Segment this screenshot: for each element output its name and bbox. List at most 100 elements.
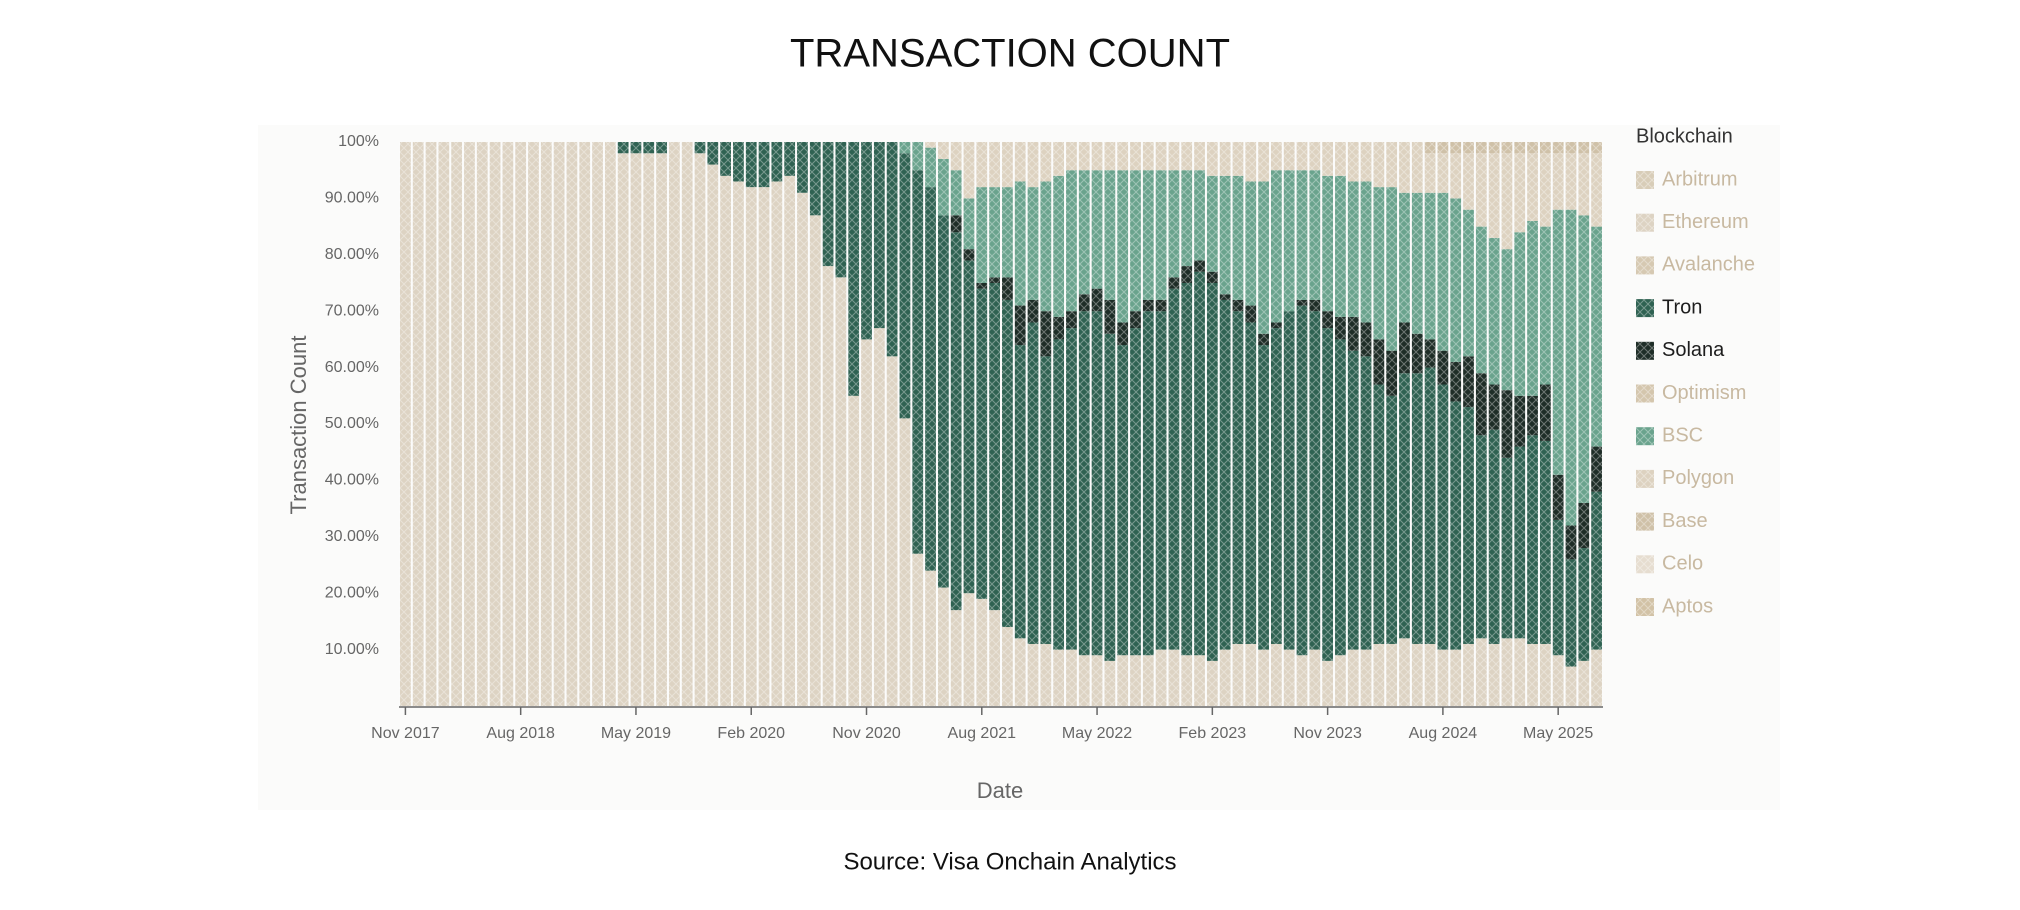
y-tick-label: 80.00% bbox=[325, 246, 379, 263]
bar-segment bbox=[1309, 170, 1321, 300]
bar-segment bbox=[1411, 643, 1423, 706]
bar-segment bbox=[1142, 655, 1154, 706]
x-tick-label: Nov 2020 bbox=[832, 725, 901, 742]
bar-segment bbox=[989, 283, 1000, 611]
bar-segment bbox=[1450, 198, 1462, 362]
bar-segment bbox=[1194, 655, 1205, 706]
bar-segment bbox=[1501, 153, 1513, 250]
bar-segment bbox=[1373, 384, 1385, 644]
bar-segment bbox=[1424, 192, 1436, 340]
bar-segment bbox=[1078, 170, 1090, 295]
bar-segment bbox=[912, 553, 924, 706]
bar-segment bbox=[1501, 249, 1513, 391]
bar-segment bbox=[1258, 345, 1269, 650]
bar-segment bbox=[1347, 350, 1359, 650]
bar-segment bbox=[771, 181, 783, 707]
bar-segment bbox=[1322, 142, 1333, 176]
y-tick-label: 70.00% bbox=[325, 302, 379, 319]
bar-segment bbox=[1360, 356, 1372, 650]
bar-segment bbox=[1463, 209, 1474, 357]
bar-segment bbox=[1501, 390, 1513, 458]
y-tick-label: 10.00% bbox=[325, 641, 379, 658]
bar-segment bbox=[1578, 142, 1590, 154]
bar-segment bbox=[579, 142, 591, 706]
bar-segment bbox=[733, 142, 744, 182]
bar-segment bbox=[1104, 660, 1116, 706]
bar-segment bbox=[1091, 170, 1103, 289]
bar-segment bbox=[720, 175, 731, 707]
bar-segment bbox=[758, 142, 770, 188]
bar-segment bbox=[1360, 322, 1372, 357]
legend-swatch-hatch bbox=[1636, 341, 1654, 360]
bar-segment bbox=[1309, 649, 1321, 706]
bar-segment bbox=[989, 142, 1000, 188]
bar-segment bbox=[1219, 294, 1231, 300]
bar-segment bbox=[1335, 142, 1346, 176]
bar-segment bbox=[1258, 181, 1269, 334]
bar-segment bbox=[1027, 643, 1039, 706]
bar-segment bbox=[1053, 316, 1065, 340]
bar-segment bbox=[1245, 305, 1257, 323]
bar-segment bbox=[1296, 299, 1308, 306]
y-tick-label: 20.00% bbox=[325, 584, 379, 601]
bar-segment bbox=[1104, 142, 1116, 171]
bar-segment bbox=[1155, 311, 1167, 650]
bar-segment bbox=[1437, 649, 1449, 706]
y-tick-label: 60.00% bbox=[325, 359, 379, 376]
bar-segment bbox=[1501, 638, 1513, 706]
bar-segment bbox=[1322, 328, 1333, 661]
bar-segment bbox=[1539, 153, 1551, 227]
bar-segment bbox=[1066, 649, 1077, 706]
bar-segment bbox=[566, 142, 578, 706]
x-tick-label: Nov 2017 bbox=[371, 725, 440, 742]
bar-segment bbox=[1219, 175, 1231, 295]
bar-segment bbox=[1232, 142, 1244, 176]
bar-segment bbox=[822, 266, 834, 706]
bar-segment bbox=[1091, 142, 1103, 171]
bar-segment bbox=[681, 142, 693, 706]
x-tick-label: May 2025 bbox=[1523, 725, 1593, 742]
bar-segment bbox=[1283, 170, 1295, 312]
bar-segment bbox=[1552, 655, 1564, 706]
bar-segment bbox=[1078, 294, 1090, 312]
bar-segment bbox=[886, 356, 898, 706]
bar-segment bbox=[989, 277, 1000, 283]
bar-segment bbox=[950, 142, 962, 171]
bar-segment bbox=[1539, 440, 1551, 644]
bar-segment bbox=[912, 170, 924, 554]
bar-segment bbox=[899, 418, 911, 706]
bar-segment bbox=[937, 158, 949, 216]
bar-segment bbox=[1091, 288, 1103, 312]
bar-segment bbox=[1463, 407, 1474, 644]
legend-label: Solana bbox=[1662, 339, 1725, 361]
bar-segment bbox=[1027, 142, 1039, 188]
bar-segment bbox=[1155, 299, 1167, 312]
bar-segment bbox=[1386, 350, 1398, 396]
bar-segment bbox=[1488, 643, 1500, 706]
bar-segment bbox=[1258, 142, 1269, 182]
x-axis-title: Date bbox=[977, 778, 1023, 803]
legend-swatch-hatch bbox=[1636, 299, 1654, 318]
bar-segment bbox=[1142, 299, 1154, 312]
bar-segment bbox=[1027, 299, 1039, 323]
bar-segment bbox=[1463, 142, 1474, 154]
bar-segment bbox=[1591, 226, 1602, 447]
bar-segment bbox=[656, 153, 667, 706]
bar-segment bbox=[1117, 345, 1129, 656]
bar-segment bbox=[400, 142, 411, 706]
bar-segment bbox=[1411, 373, 1423, 644]
bar-segment bbox=[1514, 395, 1526, 447]
bar-segment bbox=[1399, 192, 1410, 323]
bar-segment bbox=[937, 142, 949, 159]
bar-segment bbox=[1309, 142, 1321, 171]
bar-segment bbox=[1142, 311, 1154, 656]
bar-segment bbox=[1130, 328, 1141, 656]
bar-segment bbox=[1040, 356, 1052, 644]
bar-segment bbox=[1463, 153, 1474, 210]
bar-segment bbox=[643, 153, 655, 706]
bar-segment bbox=[1539, 142, 1551, 154]
bar-segment bbox=[963, 198, 975, 250]
bar-segment bbox=[925, 187, 936, 571]
bar-segment bbox=[925, 147, 936, 188]
